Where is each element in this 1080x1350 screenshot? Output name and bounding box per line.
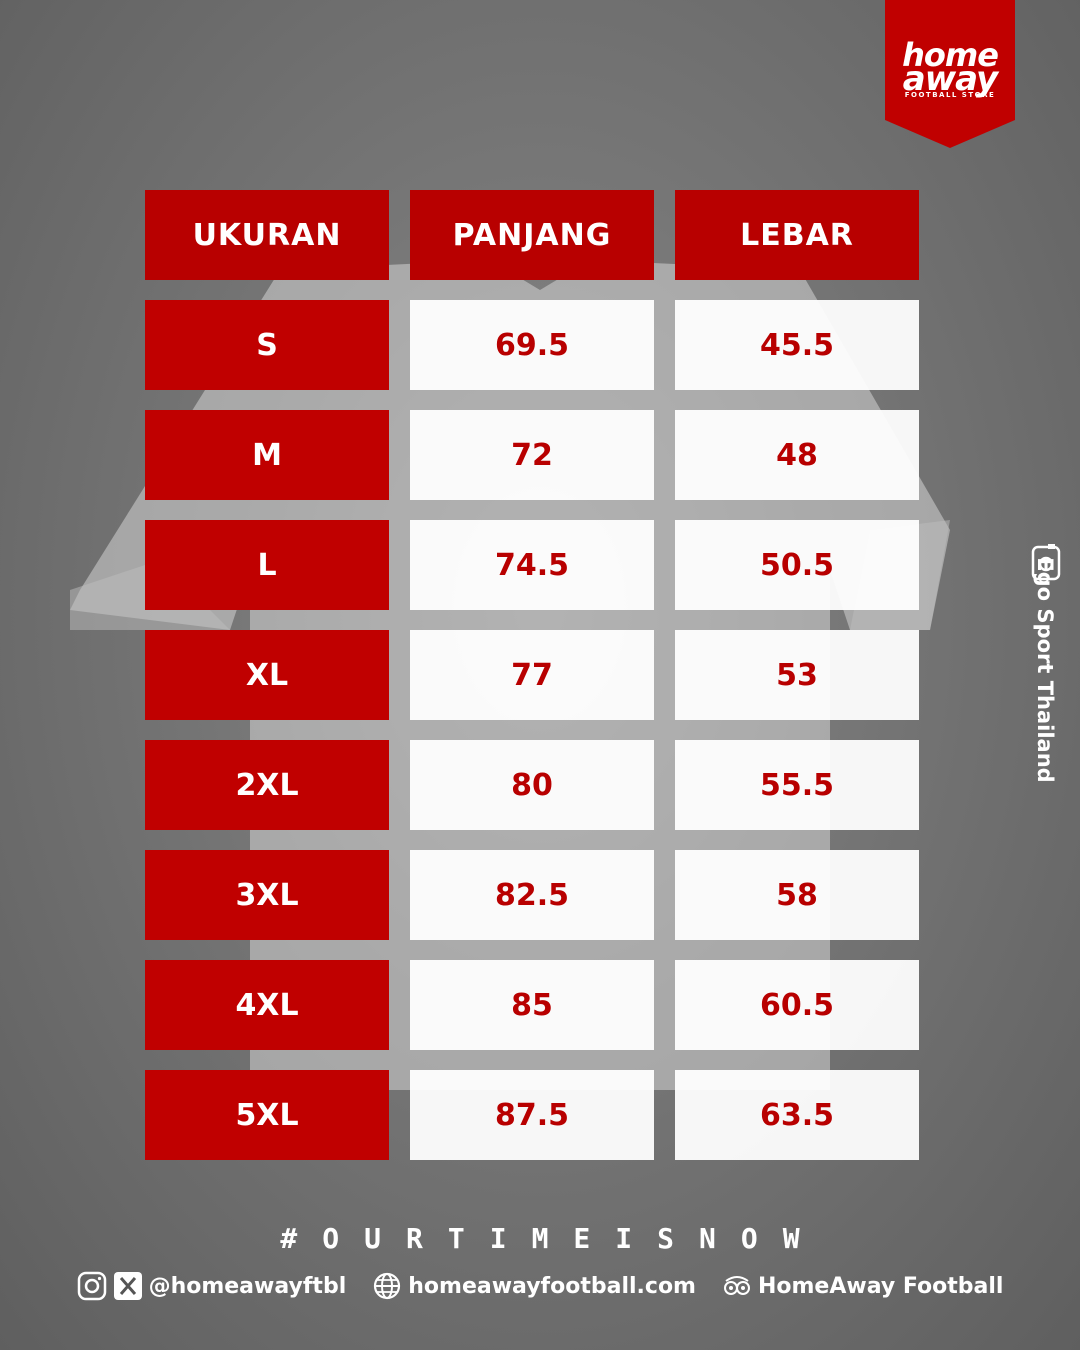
panjang-cell: 74.5	[410, 520, 654, 610]
size-cell: M	[145, 410, 389, 500]
brand-line-1: home	[902, 36, 999, 74]
social-handle[interactable]: @homeawayftbl	[148, 1273, 347, 1299]
header-panjang: PANJANG	[410, 190, 654, 280]
lebar-cell: 55.5	[675, 740, 919, 830]
camera-icon	[1031, 544, 1061, 581]
owl-icon	[723, 1276, 750, 1295]
lebar-cell: 60.5	[675, 960, 919, 1050]
header-lebar: LEBAR	[675, 190, 919, 280]
size-cell: 3XL	[145, 850, 389, 940]
panjang-cell: 77	[410, 630, 654, 720]
footer-contacts: @homeawayftbl homeawayfootball.com HomeA…	[0, 1266, 1080, 1306]
globe-icon	[374, 1272, 401, 1300]
lebar-cell: 63.5	[675, 1070, 919, 1160]
lebar-cell: 50.5	[675, 520, 919, 610]
lebar-cell: 45.5	[675, 300, 919, 390]
panjang-cell: 82.5	[410, 850, 654, 940]
brand-tagline: FOOTBALL STORE	[904, 91, 996, 99]
website-link[interactable]: homeawayfootball.com	[408, 1273, 696, 1299]
size-cell: 5XL	[145, 1070, 389, 1160]
panjang-cell: 85	[410, 960, 654, 1050]
photo-credit: Ego Sport Thailand	[1033, 557, 1057, 783]
header-ukuran: UKURAN	[145, 190, 389, 280]
store-name[interactable]: HomeAway Football	[757, 1273, 1004, 1299]
size-cell: 2XL	[145, 740, 389, 830]
panjang-cell: 69.5	[410, 300, 654, 390]
panjang-cell: 72	[410, 410, 654, 500]
brand-line-2: away	[902, 59, 998, 99]
brand-logo: home away FOOTBALL STORE	[885, 36, 1015, 100]
size-cell: XL	[145, 630, 389, 720]
size-cell: 4XL	[145, 960, 389, 1050]
lebar-cell: 48	[675, 410, 919, 500]
lebar-cell: 53	[675, 630, 919, 720]
x-icon[interactable]	[113, 1271, 143, 1301]
panjang-cell: 87.5	[410, 1070, 654, 1160]
size-cell: L	[145, 520, 389, 610]
brand-logo-badge	[885, 0, 1015, 148]
hashtag: #OURTIMEISNOW	[280, 1222, 825, 1255]
lebar-cell: 58	[675, 850, 919, 940]
size-cell: S	[145, 300, 389, 390]
panjang-cell: 80	[410, 740, 654, 830]
instagram-icon[interactable]	[77, 1271, 107, 1301]
